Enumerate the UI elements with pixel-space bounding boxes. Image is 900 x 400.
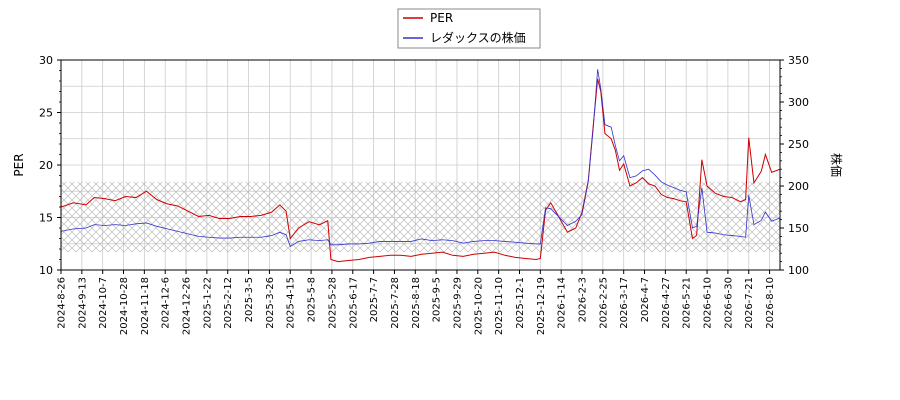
x-tick-label: 2025-2-12 [223, 277, 234, 329]
x-tick-label: 2025-11-10 [494, 277, 505, 335]
legend: PER レダックスの株価 [397, 8, 541, 49]
x-tick-label: 2024-10-7 [98, 277, 109, 329]
x-tick-label: 2025-3-5 [244, 277, 255, 322]
left-tick-label: 15 [39, 212, 53, 225]
x-tick-label: 2026-6-10 [703, 277, 714, 329]
x-tick-label: 2025-7-28 [390, 277, 401, 329]
left-tick-label: 30 [39, 54, 53, 67]
x-tick-label: 2026-4-7 [640, 277, 651, 322]
x-tick-label: 2024-12-6 [161, 277, 172, 329]
x-tick-label: 2025-1-22 [202, 277, 213, 329]
series-line-price [61, 69, 780, 248]
x-tick-label: 2026-4-27 [661, 277, 672, 329]
legend-label-price: レダックスの株価 [430, 30, 526, 45]
x-tick-label: 2024-10-28 [119, 277, 130, 335]
x-tick-label: 2026-1-14 [557, 277, 568, 329]
x-tick-label: 2024-12-26 [182, 277, 193, 335]
left-axis: 10 15 20 25 30 [39, 54, 61, 277]
x-tick-label: 2025-3-26 [265, 277, 276, 329]
left-tick-label: 20 [39, 159, 53, 172]
x-tick-label: 2026-7-21 [744, 277, 755, 329]
x-tick-label: 2025-4-15 [286, 277, 297, 329]
right-tick-label: 250 [788, 138, 809, 151]
left-tick-label: 25 [39, 107, 53, 120]
right-tick-label: 200 [788, 180, 809, 193]
legend-box [397, 8, 541, 49]
x-tick-label: 2026-3-17 [619, 277, 630, 329]
right-tick-label: 350 [788, 54, 809, 67]
y-axis-label-right: 株価 [829, 153, 844, 177]
x-tick-label: 2025-12-19 [536, 277, 547, 335]
x-tick-label: 2025-12-1 [515, 277, 526, 329]
x-tick-label: 2026-2-25 [598, 277, 609, 329]
x-tick-label: 2025-5-28 [327, 277, 338, 329]
x-tick-label: 2024-11-18 [140, 277, 151, 335]
x-tick-label: 2025-9-29 [452, 277, 463, 329]
x-tick-label: 2025-8-18 [411, 277, 422, 329]
right-axis: 100 150 200 250 300 350 [780, 54, 809, 277]
right-tick-label: 150 [788, 222, 809, 235]
right-tick-label: 100 [788, 264, 809, 277]
x-tick-label: 2025-10-20 [473, 277, 484, 335]
x-tick-label: 2025-9-5 [432, 277, 443, 322]
x-tick-label: 2026-6-30 [723, 277, 734, 329]
legend-label-per: PER [430, 11, 453, 25]
x-tick-label: 2026-5-21 [682, 277, 693, 329]
y-axis-label-left: PER [12, 153, 26, 176]
right-tick-label: 300 [788, 96, 809, 109]
x-tick-label: 2026-2-3 [578, 277, 589, 322]
x-axis: 2024-8-26 2024-9-13 2024-10-7 2024-10-28 202… [57, 270, 776, 335]
x-tick-label: 2025-5-8 [307, 277, 318, 322]
x-tick-label: 2024-8-26 [57, 277, 68, 329]
left-tick-label: 10 [39, 264, 53, 277]
x-tick-label: 2024-9-13 [77, 277, 88, 329]
hatched-band [61, 181, 780, 253]
x-tick-label: 2025-7-7 [369, 277, 380, 322]
x-tick-label: 2025-6-17 [348, 277, 359, 329]
x-tick-label: 2026-8-10 [765, 277, 776, 329]
series-line-per [61, 78, 780, 263]
